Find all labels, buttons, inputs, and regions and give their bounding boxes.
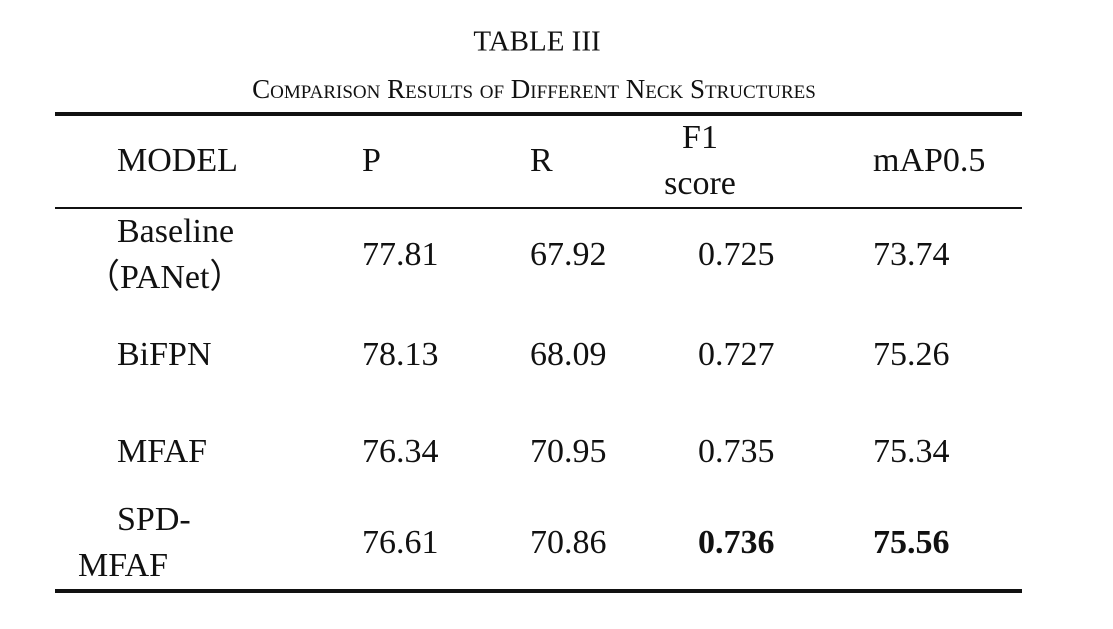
model-name: MFAF	[117, 433, 207, 470]
model-name: （PANet）	[86, 258, 243, 296]
value-cell: 76.34	[362, 433, 439, 470]
value-cell: 75.56	[873, 524, 950, 561]
model-name: SPD-	[117, 501, 191, 538]
value-cell: 75.26	[873, 336, 950, 373]
value-cell: 73.74	[873, 236, 950, 273]
value-cell: 77.81	[362, 236, 439, 273]
value-cell: 67.92	[530, 236, 607, 273]
value-cell: 75.34	[873, 433, 950, 470]
value-cell: 70.95	[530, 433, 607, 470]
header-cell: MODEL	[117, 142, 238, 179]
header-cell: R	[530, 142, 553, 179]
value-cell: 68.09	[530, 336, 607, 373]
header-cell: mAP0.5	[873, 142, 985, 179]
value-cell: 0.725	[698, 236, 775, 273]
table-subtitle: Comparison Results of Different Neck Str…	[252, 74, 816, 104]
value-cell: 0.736	[698, 524, 775, 561]
header-cell: F1	[682, 119, 718, 156]
value-cell: 78.13	[362, 336, 439, 373]
header-cell: score	[664, 165, 736, 202]
table-title: TABLE III	[473, 26, 600, 58]
model-name: BiFPN	[117, 336, 212, 373]
model-name: Baseline	[117, 213, 234, 250]
value-cell: 0.735	[698, 433, 775, 470]
value-cell: 0.727	[698, 336, 775, 373]
model-name: MFAF	[78, 547, 168, 584]
header-cell: P	[362, 142, 381, 179]
value-cell: 70.86	[530, 524, 607, 561]
value-cell: 76.61	[362, 524, 439, 561]
